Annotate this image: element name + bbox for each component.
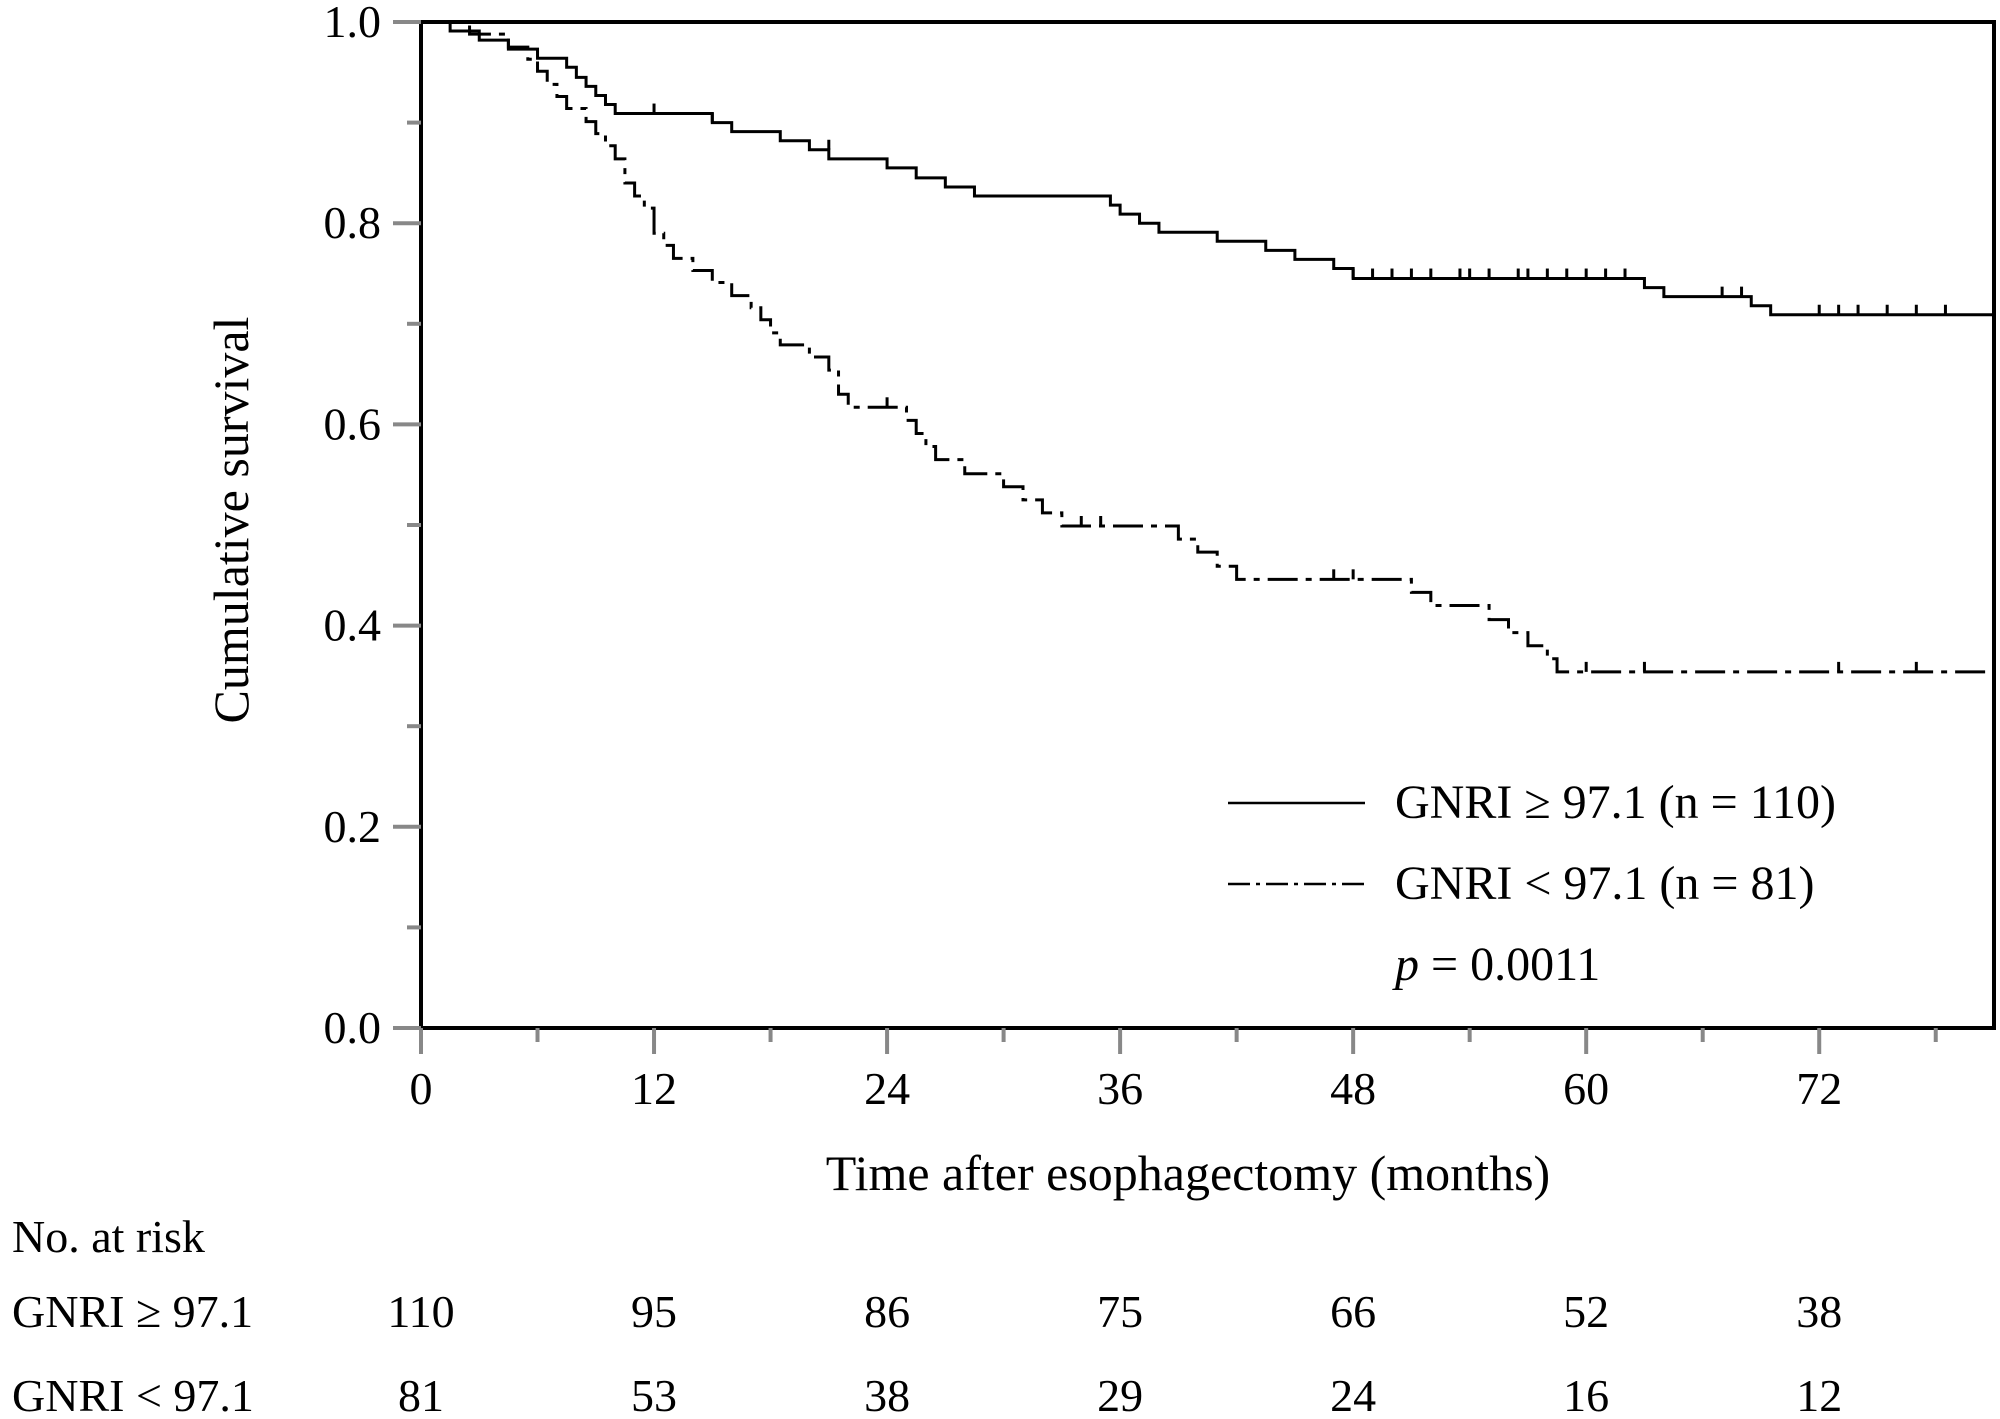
risk-count: 38: [1796, 1286, 1842, 1337]
risk-count: 110: [387, 1286, 454, 1337]
x-tick-label: 48: [1330, 1063, 1376, 1114]
risk-table-title: No. at risk: [12, 1211, 205, 1262]
curve-gnri-low: [421, 20, 1994, 674]
risk-table: No. at risk GNRI ≥ 97.1 110 95 86 75 66 52 38 GN…: [12, 1211, 1842, 1419]
p-value-symbol: p: [1392, 938, 1419, 991]
risk-count: 95: [631, 1286, 677, 1337]
x-axis-label: Time after esophagectomy (months): [826, 1145, 1550, 1201]
risk-count: 52: [1563, 1286, 1609, 1337]
survival-curves: [421, 20, 1994, 674]
y-tick-label: 0.8: [324, 197, 382, 248]
x-tick-label: 24: [864, 1063, 910, 1114]
y-tick-label: 0.2: [324, 801, 382, 852]
risk-count: 29: [1097, 1370, 1143, 1419]
x-tick-label: 12: [631, 1063, 677, 1114]
risk-count: 38: [864, 1370, 910, 1419]
p-value-text: = 0.0011: [1419, 938, 1600, 991]
risk-count: 53: [631, 1370, 677, 1419]
y-tick-label: 0.4: [324, 600, 382, 651]
risk-count: 66: [1330, 1286, 1376, 1337]
risk-count: 12: [1796, 1370, 1842, 1419]
legend-label-low: GNRI < 97.1 (n = 81): [1395, 857, 1814, 910]
risk-count: 86: [864, 1286, 910, 1337]
y-tick-label: 0.6: [324, 398, 382, 449]
y-tick-label: 0.0: [324, 1002, 382, 1053]
x-tick-label: 60: [1563, 1063, 1609, 1114]
y-axis: 0.0 0.2 0.4 0.6 0.8 1.0: [324, 0, 421, 1053]
risk-count: 24: [1330, 1370, 1376, 1419]
risk-count: 75: [1097, 1286, 1143, 1337]
legend-label-high: GNRI ≥ 97.1 (n = 110): [1395, 776, 1836, 829]
risk-row-label: GNRI ≥ 97.1: [12, 1286, 253, 1337]
legend: GNRI ≥ 97.1 (n = 110) GNRI < 97.1 (n = 8…: [1228, 776, 1836, 991]
p-value: p = 0.0011: [1392, 938, 1600, 991]
risk-count: 81: [398, 1370, 444, 1419]
y-axis-label: Cumulative survival: [203, 317, 259, 724]
x-tick-label: 72: [1796, 1063, 1842, 1114]
x-tick-label: 0: [410, 1063, 433, 1114]
risk-row-label: GNRI < 97.1: [12, 1370, 254, 1419]
y-tick-label: 1.0: [324, 0, 382, 47]
curve-gnri-high: [421, 20, 1994, 317]
x-axis: 0 12 24 36 48 60 72: [410, 1028, 1938, 1114]
x-tick-label: 36: [1097, 1063, 1143, 1114]
risk-count: 16: [1563, 1370, 1609, 1419]
